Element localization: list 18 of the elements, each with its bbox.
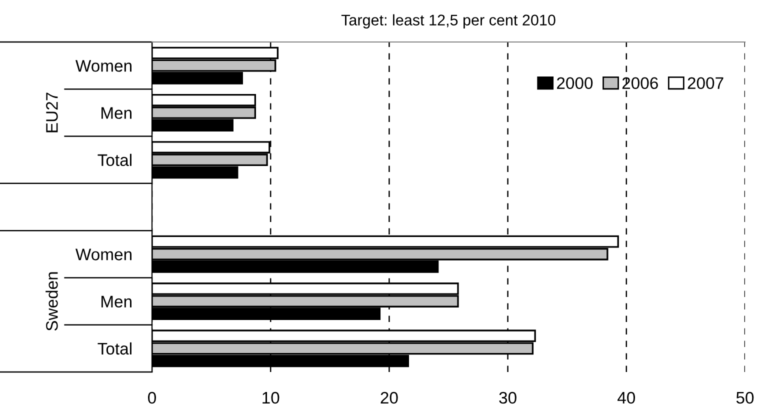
x-tick-label: 50 <box>736 392 754 404</box>
legend-label: 2006 <box>622 77 658 90</box>
x-tick-label: 0 <box>148 392 156 404</box>
y-tick-label: Men <box>102 296 132 308</box>
x-tick-label: 40 <box>618 392 636 404</box>
text: EU27 <box>46 92 58 132</box>
legend-label: 2000 <box>557 77 593 90</box>
chart-title: Target: least 12,5 per cent 2010 <box>341 14 556 29</box>
legend-label: 2007 <box>688 77 724 90</box>
y-tick-label: Women <box>76 60 132 72</box>
y-tick-label: Men <box>102 107 132 119</box>
x-tick-label: 30 <box>499 392 516 404</box>
text: Sweden <box>46 272 58 331</box>
x-tick-label: 20 <box>380 392 398 404</box>
y-tick-label: Total <box>98 342 132 355</box>
y-tick-label: Total <box>98 154 132 166</box>
y-tick-label: Women <box>76 248 132 260</box>
x-tick-label: 10 <box>262 392 280 404</box>
